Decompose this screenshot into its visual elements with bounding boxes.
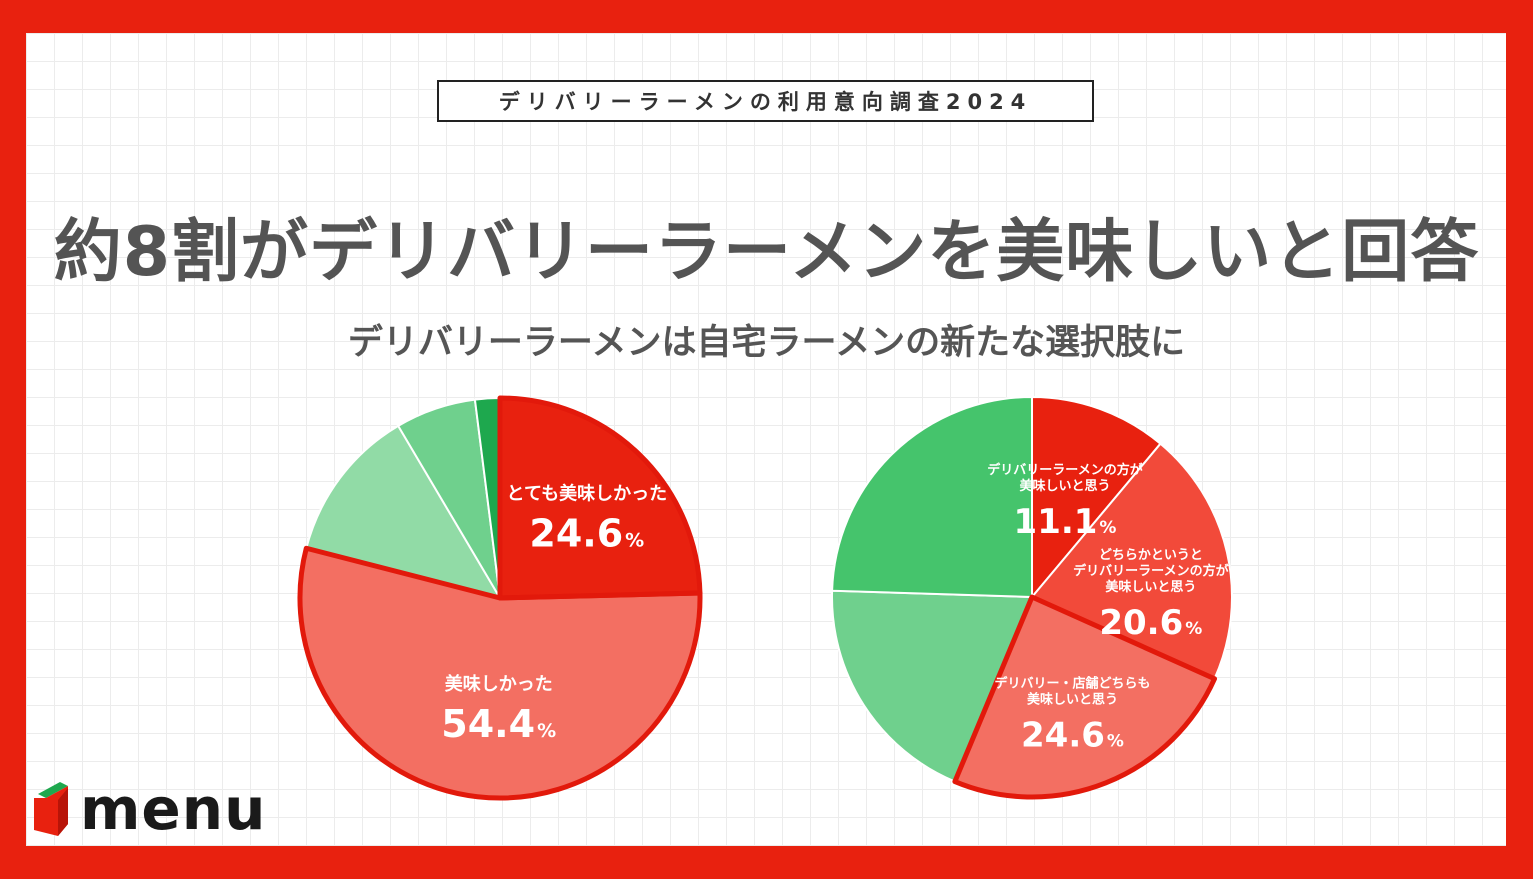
menu-logo: menu — [34, 780, 266, 838]
pie2-category-label-3-1: デリバリー・店舗どちらも — [994, 675, 1150, 691]
logo-mark-icon — [34, 782, 68, 836]
pie2-highlight-outline-3 — [952, 594, 1218, 800]
pie2-slice-5 — [831, 395, 1033, 599]
pie1-highlight-outline-1 — [497, 395, 703, 601]
slide-panel — [26, 33, 1506, 846]
pie2-category-label-2-3: 美味しいと思う — [1105, 579, 1196, 595]
pie2-slice-4 — [831, 589, 1034, 783]
pie1-highlight-outline-2 — [297, 545, 703, 801]
pie2-category-label-2-2: デリバリーラーメンの方が — [1073, 563, 1228, 579]
pie2-slice-2 — [1030, 442, 1233, 681]
pie2-category-label-1-1: デリバリーラーメンの方が — [987, 462, 1142, 478]
pie1-slice-3 — [305, 424, 503, 600]
pie2-category-label-2-1: どちらかというと — [1099, 548, 1203, 563]
subhead: デリバリーラーメンは自宅ラーメンの新たな選択肢に — [347, 323, 1186, 363]
pie2-category-label-3-2: 美味しいと思う — [1027, 691, 1118, 707]
logo-wordmark: menu — [80, 775, 267, 843]
pie2-slice-1 — [1031, 395, 1162, 600]
pie1-category-label-2-1: 美味しかった — [445, 673, 553, 695]
headline: 約8割がデリバリーラーメンを美味しいと回答 — [53, 213, 1480, 292]
pie2-category-label-1-2: 美味しいと思う — [1019, 478, 1110, 494]
survey-tag: デリバリーラーメンの利用意向調査2024 — [437, 80, 1094, 122]
pie1-category-label-1-1: とても美味しかった — [507, 483, 668, 505]
